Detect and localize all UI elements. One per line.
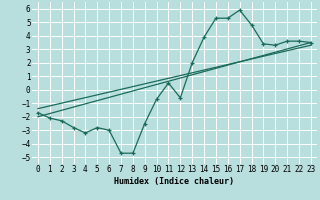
X-axis label: Humidex (Indice chaleur): Humidex (Indice chaleur): [115, 177, 234, 186]
